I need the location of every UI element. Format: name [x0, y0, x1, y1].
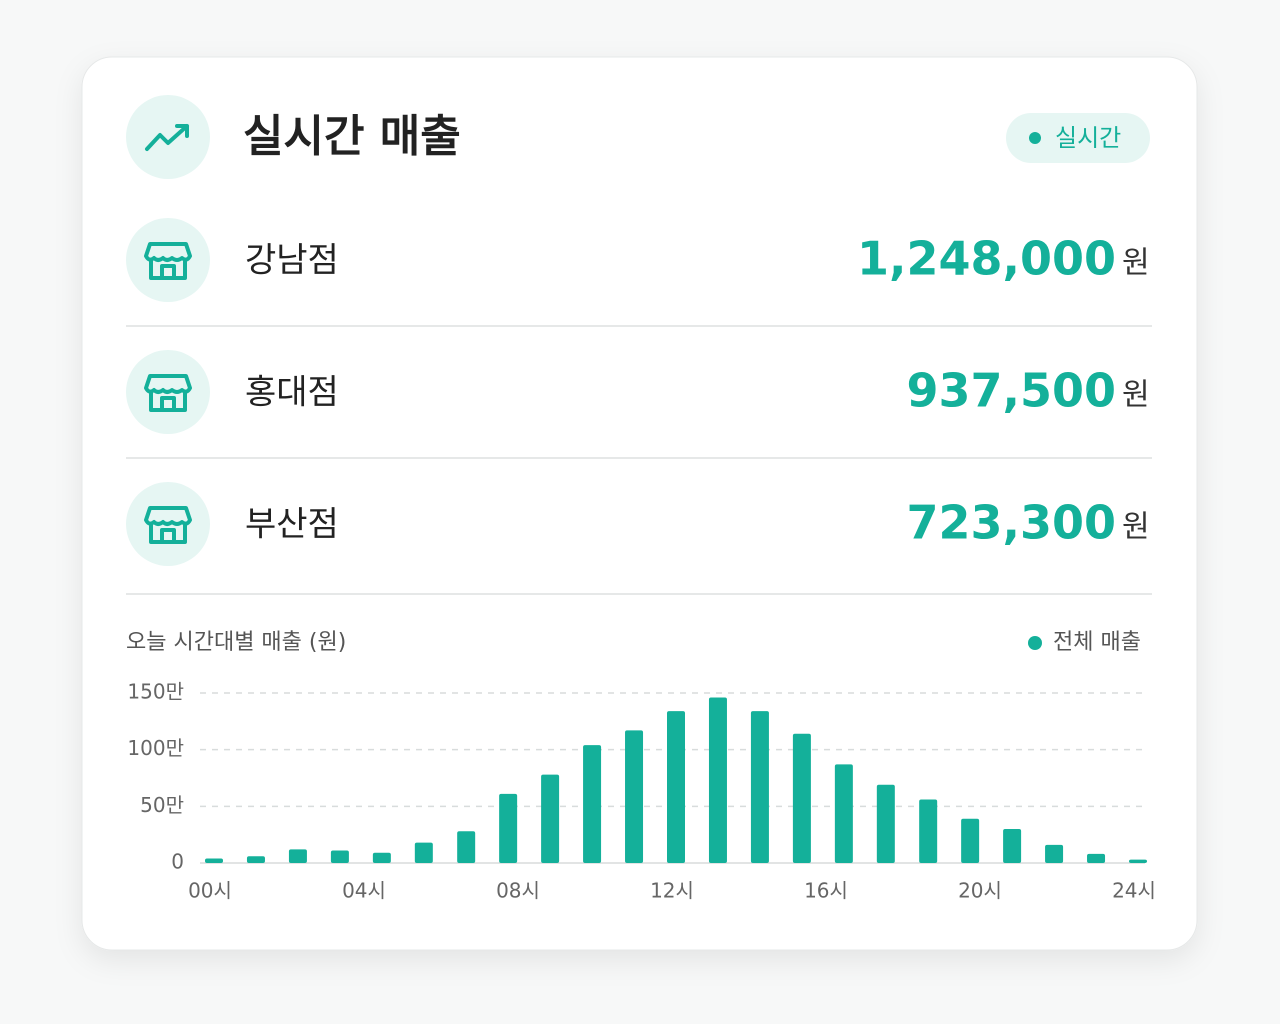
bar — [919, 799, 938, 863]
bar — [499, 793, 518, 863]
bar — [330, 850, 349, 863]
bar — [834, 764, 853, 863]
store-icon — [144, 242, 192, 280]
store-amount: 937,500 — [906, 364, 1116, 418]
bar — [625, 730, 644, 863]
x-tick-label: 08시 — [496, 879, 540, 903]
trend-icon — [145, 124, 189, 151]
store-name: 강남점 — [245, 241, 339, 281]
y-tick-label: 0 — [171, 850, 184, 874]
legend-swatch — [1028, 636, 1042, 650]
bar — [457, 831, 476, 863]
store-amount: 723,300 — [906, 496, 1116, 550]
header-title: 실시간 매출 — [243, 111, 461, 162]
store-icon — [144, 374, 192, 412]
bar — [792, 733, 811, 863]
live-badge-text: 실시간 — [1055, 124, 1121, 152]
store-unit: 원 — [1122, 378, 1150, 413]
legend-label: 전체 매출 — [1053, 630, 1141, 655]
bar — [1003, 829, 1022, 863]
store-name: 부산점 — [245, 505, 339, 545]
bar — [1087, 853, 1106, 863]
bar — [876, 784, 895, 863]
bar — [1129, 859, 1147, 863]
bar — [205, 858, 223, 863]
x-tick-label: 04시 — [342, 879, 386, 903]
bar — [667, 711, 685, 863]
card — [81, 56, 1198, 951]
bar — [583, 745, 602, 863]
y-tick-label: 50만 — [140, 793, 184, 817]
x-tick-label: 12시 — [650, 879, 694, 903]
bar — [541, 774, 560, 863]
live-badge — [1006, 113, 1150, 163]
bar — [750, 711, 769, 863]
x-tick-label: 16시 — [804, 879, 848, 903]
store-unit: 원 — [1122, 246, 1150, 281]
x-tick-label: 00시 — [188, 879, 232, 903]
live-dot — [1029, 132, 1041, 144]
bar — [288, 849, 307, 863]
store-amount: 1,248,000 — [857, 232, 1116, 286]
store-name: 홍대점 — [245, 373, 339, 413]
x-tick-label: 24시 — [1112, 879, 1156, 903]
bar — [961, 818, 980, 863]
store-icon — [144, 506, 192, 544]
header-icon-bg — [126, 95, 210, 179]
y-tick-label: 150만 — [127, 680, 184, 704]
bar — [1045, 844, 1064, 863]
bar — [708, 697, 727, 863]
chart-title: 오늘 시간대별 매출 (원) — [126, 630, 346, 655]
store-unit: 원 — [1122, 510, 1150, 545]
bar — [372, 852, 391, 863]
bar — [414, 842, 433, 863]
y-tick-label: 100만 — [127, 736, 184, 760]
bar — [246, 856, 265, 863]
x-tick-label: 20시 — [958, 879, 1002, 903]
